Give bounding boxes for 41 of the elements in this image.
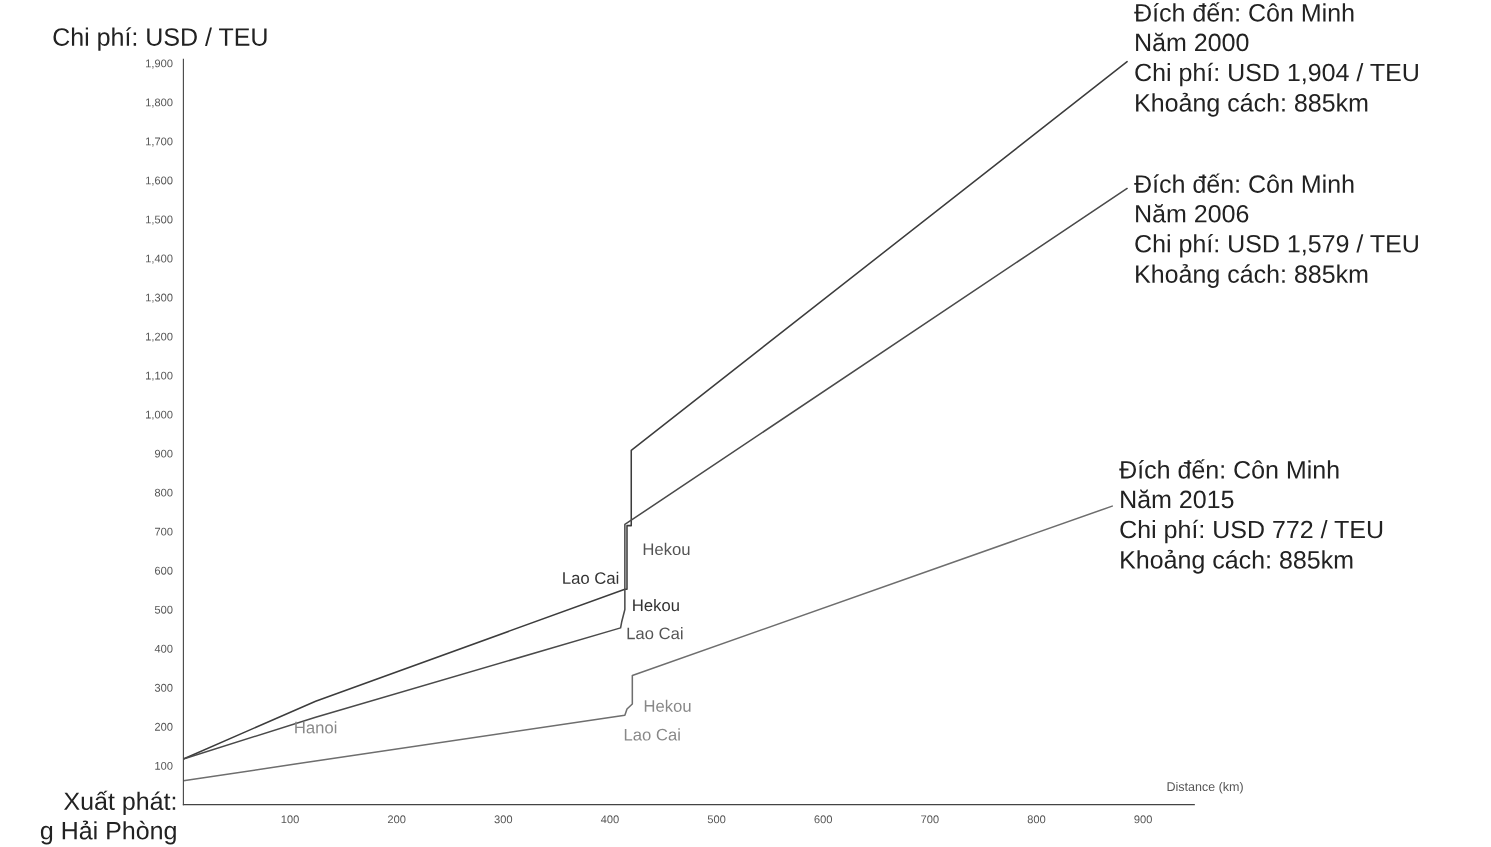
y-tick-label: 1,700 [146,137,173,147]
x-tick-label: 700 [921,815,939,824]
y-tick-label: 1,100 [146,371,173,381]
y-tick-label: 1,000 [146,410,173,420]
x-tick-label: 900 [1134,815,1152,824]
y-tick-label: 600 [155,566,173,575]
annotation: Hekou [643,542,690,556]
annotation: Hanoi [295,721,337,734]
y-tick-label: 1,300 [146,293,173,303]
annotation: Lao Cai [624,728,680,741]
x-axis-title: Distance (km) [1167,781,1243,794]
annotation: Đích đến: Côn Minh Năm 2006 Chi phí: USD 1,579 / TEU Khoảng cách: 885km [1134,173,1418,288]
annotation: Hekou [633,598,679,612]
y-tick-label: 1,600 [146,176,173,186]
y-tick-label: 400 [154,644,173,653]
text: Xuất phát: g Hải Phòng [40,790,176,845]
x-tick-label: 200 [387,815,406,824]
y-tick-label: 1,800 [146,98,173,108]
y-tick-label: 200 [155,722,173,731]
x-tick-label: 300 [494,815,513,824]
x-tick-label: 600 [814,815,833,824]
y-tick-label: 900 [154,449,173,458]
y-tick-label: 1,900 [146,59,173,69]
y-tick-label: 800 [154,488,173,497]
x-tick-label: 100 [281,815,299,824]
annotation: Đích đến: Côn Minh Năm 2015 Chi phí: USD 772 / TEU Khoảng cách: 885km [1119,459,1383,574]
annotation: Đích đến: Côn Minh Năm 2000 Chi phí: USD 1,904 / TEU Khoảng cách: 885km [1134,2,1418,117]
y-tick-label: 500 [154,605,173,614]
y-tick-label: 100 [155,761,173,770]
x-tick-label: 400 [600,815,619,824]
y-tick-label: 700 [155,527,173,536]
annotation: Hekou [644,699,691,712]
annotation: Lao Cai [563,571,619,584]
x-tick-label: 500 [707,815,726,824]
y-axis-title: Chi phí: USD / TEU [53,27,267,51]
y-tick-label: 1,500 [146,215,173,225]
annotation: Lao Cai [627,627,683,640]
y-tick-label: 300 [154,683,173,692]
y-tick-label: 1,200 [146,332,173,342]
x-tick-label: 800 [1027,815,1046,824]
y-tick-label: 1,400 [146,254,173,264]
